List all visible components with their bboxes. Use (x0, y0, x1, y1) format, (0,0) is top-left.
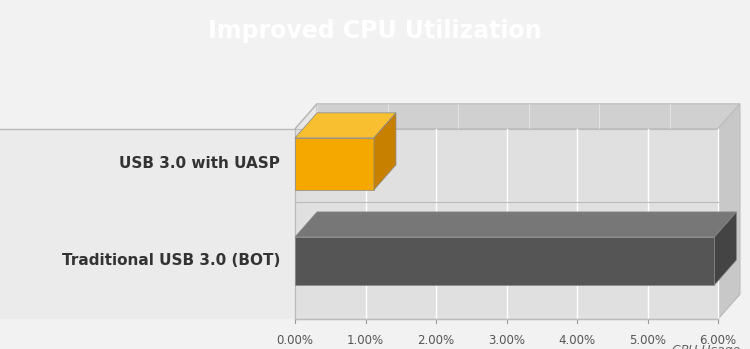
Text: Improved CPU Utilization: Improved CPU Utilization (209, 20, 542, 43)
Polygon shape (295, 237, 715, 285)
Text: CPU Usage: CPU Usage (672, 344, 740, 349)
Text: 1.00%: 1.00% (347, 334, 384, 347)
Text: 6.00%: 6.00% (700, 334, 736, 347)
Polygon shape (715, 212, 736, 285)
Polygon shape (295, 138, 374, 190)
Polygon shape (317, 104, 740, 294)
Text: 3.00%: 3.00% (488, 334, 525, 347)
Text: 2.00%: 2.00% (418, 334, 454, 347)
Text: 5.00%: 5.00% (629, 334, 666, 347)
Polygon shape (718, 104, 740, 319)
Polygon shape (0, 129, 295, 319)
Text: Traditional USB 3.0 (BOT): Traditional USB 3.0 (BOT) (62, 253, 280, 268)
Text: 0.00%: 0.00% (277, 334, 314, 347)
Polygon shape (374, 113, 396, 190)
Polygon shape (295, 212, 736, 237)
Polygon shape (295, 113, 396, 138)
Polygon shape (295, 294, 740, 319)
Polygon shape (295, 129, 718, 319)
Text: 4.00%: 4.00% (559, 334, 596, 347)
Polygon shape (295, 104, 317, 319)
Polygon shape (295, 104, 740, 129)
Text: USB 3.0 with UASP: USB 3.0 with UASP (119, 156, 280, 171)
